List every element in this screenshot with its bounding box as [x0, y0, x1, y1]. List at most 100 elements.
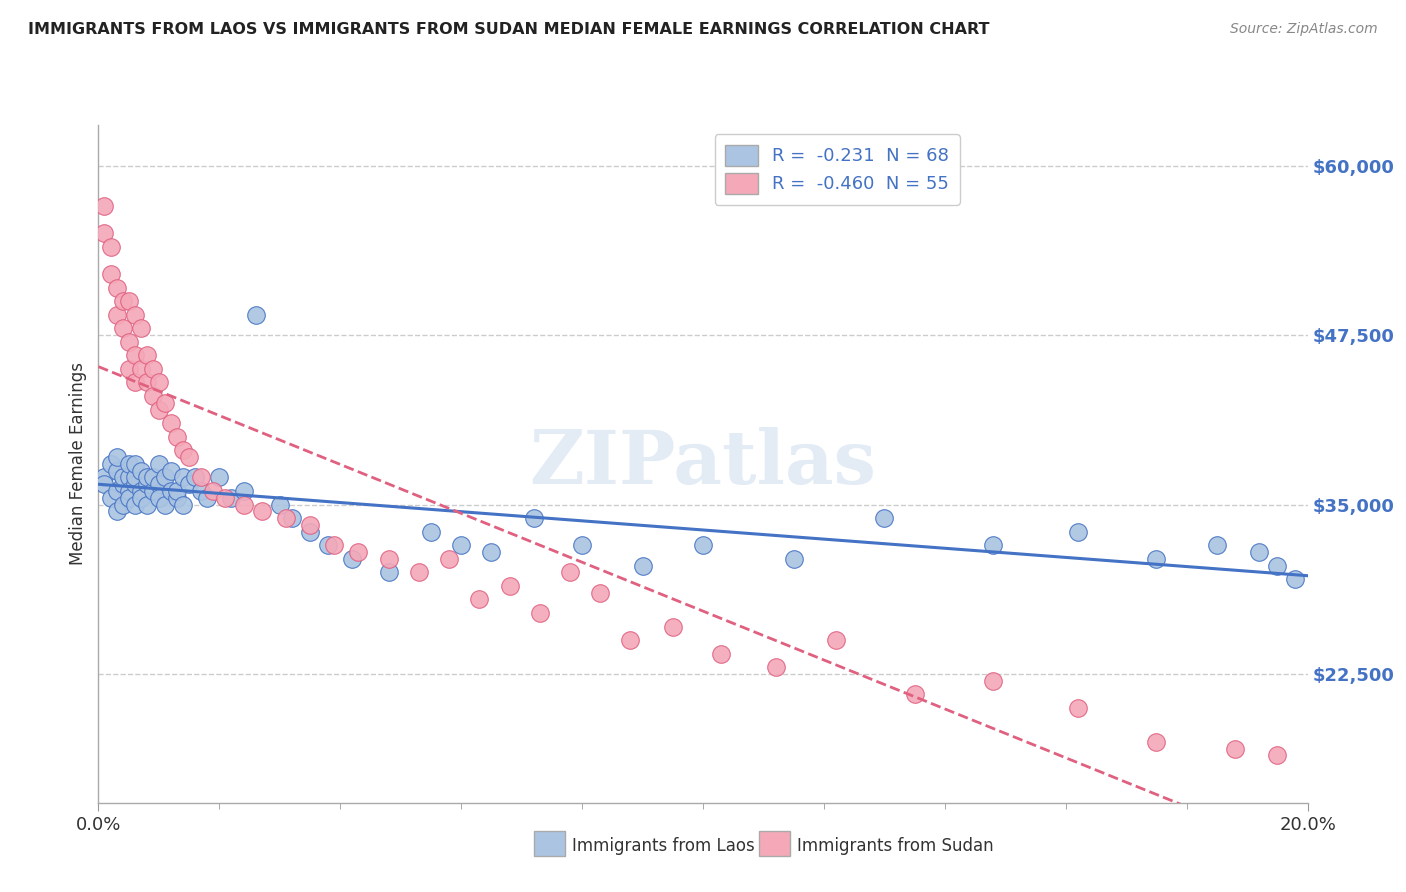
Point — [100, 267, 122, 281]
Point — [661, 619, 683, 633]
Point — [589, 585, 612, 599]
Point — [135, 376, 157, 390]
Point — [118, 491, 141, 505]
Point — [377, 566, 399, 580]
Point — [124, 498, 146, 512]
Point — [316, 538, 339, 552]
Point — [1144, 551, 1167, 566]
Point — [100, 457, 122, 471]
Point — [782, 551, 804, 566]
Point — [825, 633, 848, 648]
Point — [124, 457, 146, 471]
Point — [1144, 735, 1167, 749]
Point — [172, 498, 194, 512]
Point — [177, 450, 201, 464]
Point — [105, 308, 128, 322]
Point — [692, 538, 714, 552]
Text: ZIPatlas: ZIPatlas — [530, 427, 876, 500]
Point — [160, 464, 183, 478]
Point — [1284, 572, 1306, 586]
Point — [148, 402, 170, 417]
Point — [124, 308, 146, 322]
Point — [208, 470, 231, 484]
Point — [481, 545, 503, 559]
Point — [250, 504, 273, 518]
Point — [93, 199, 115, 213]
Point — [160, 416, 183, 430]
Point — [124, 477, 146, 491]
Text: Source: ZipAtlas.com: Source: ZipAtlas.com — [1230, 22, 1378, 37]
Point — [118, 362, 141, 376]
Point — [124, 470, 146, 484]
Point — [129, 321, 152, 335]
Point — [118, 457, 141, 471]
Point — [342, 551, 364, 566]
Point — [111, 498, 134, 512]
Point — [148, 457, 170, 471]
Point — [135, 498, 157, 512]
Point — [135, 348, 157, 362]
Point — [111, 477, 134, 491]
Point — [177, 477, 201, 491]
Point — [118, 483, 141, 498]
Point — [523, 511, 546, 525]
Point — [529, 606, 551, 620]
Point — [281, 511, 304, 525]
Point — [981, 673, 1004, 688]
Point — [221, 491, 243, 505]
Y-axis label: Median Female Earnings: Median Female Earnings — [69, 362, 87, 566]
Point — [981, 538, 1004, 552]
Point — [142, 483, 165, 498]
Point — [118, 334, 141, 349]
Point — [124, 376, 146, 390]
Point — [377, 551, 399, 566]
Point — [437, 551, 460, 566]
Point — [100, 240, 122, 254]
Point — [129, 362, 152, 376]
Point — [347, 545, 370, 559]
Point — [195, 491, 218, 505]
Point — [148, 491, 170, 505]
Point — [419, 524, 441, 539]
Point — [166, 483, 188, 498]
Point — [105, 464, 128, 478]
Point — [105, 450, 128, 464]
Point — [93, 470, 115, 484]
Point — [299, 517, 322, 532]
Point — [299, 524, 322, 539]
Point — [184, 470, 207, 484]
Text: Immigrants from Laos: Immigrants from Laos — [572, 837, 755, 855]
Point — [1067, 524, 1090, 539]
Point — [1265, 748, 1288, 763]
Point — [904, 687, 927, 701]
Point — [93, 477, 115, 491]
Point — [765, 660, 787, 674]
Point — [202, 483, 225, 498]
Point — [148, 477, 170, 491]
Point — [1265, 558, 1288, 573]
Point — [558, 566, 581, 580]
Point — [105, 280, 128, 294]
Point — [105, 504, 128, 518]
Point — [190, 483, 212, 498]
Point — [153, 498, 176, 512]
Point — [135, 470, 157, 484]
Point — [323, 538, 346, 552]
Point — [142, 362, 165, 376]
Point — [148, 376, 170, 390]
Point — [1206, 538, 1229, 552]
Point — [160, 483, 183, 498]
Point — [124, 348, 146, 362]
Text: Immigrants from Sudan: Immigrants from Sudan — [797, 837, 994, 855]
Point — [129, 464, 152, 478]
Point — [498, 579, 520, 593]
Point — [100, 491, 122, 505]
Point — [710, 647, 733, 661]
Point — [111, 470, 134, 484]
Point — [274, 511, 297, 525]
Point — [631, 558, 654, 573]
Point — [118, 470, 141, 484]
Point — [153, 470, 176, 484]
Point — [142, 389, 165, 403]
Point — [153, 396, 176, 410]
